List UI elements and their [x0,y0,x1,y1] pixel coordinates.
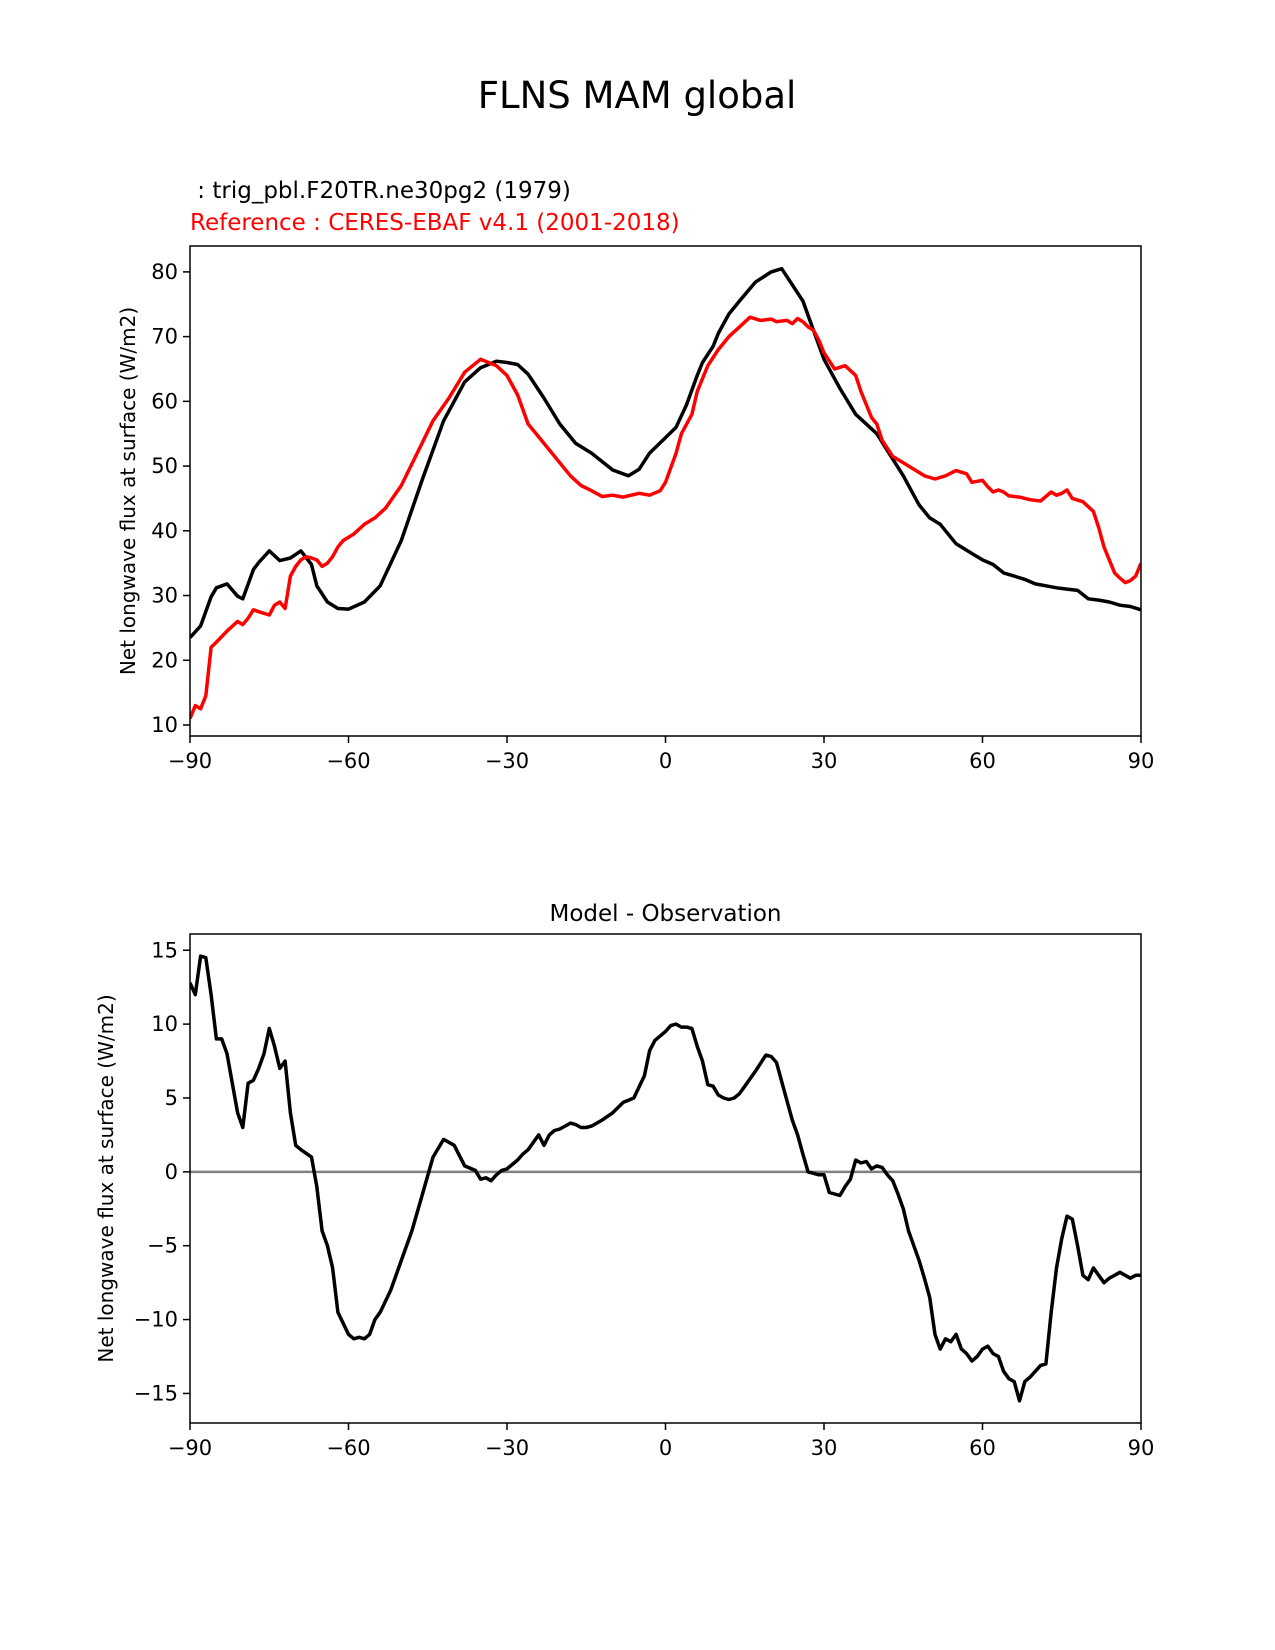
y-tick-label: 50 [151,454,178,478]
x-tick-label: 90 [1128,749,1155,773]
y-tick-label: 30 [151,584,178,608]
legend-reference-label: Reference : CERES-EBAF v4.1 (2001-2018) [190,210,680,236]
y-tick-label: 10 [151,1012,178,1036]
y-tick-label: 10 [151,713,178,737]
x-tick-label: −90 [168,1436,212,1460]
y-tick-label: 15 [151,938,178,962]
y-axis-label: Net longwave flux at surface (W/m2) [94,994,118,1362]
x-tick-label: 0 [659,1436,672,1460]
y-tick-label: −10 [134,1308,178,1332]
y-tick-label: 5 [165,1086,178,1110]
series-line-test [190,266,1141,639]
x-tick-label: 0 [659,749,672,773]
y-tick-label: −5 [147,1234,178,1258]
x-tick-label: −30 [485,749,529,773]
y-tick-label: 70 [151,325,178,349]
series-line-difference [190,954,1141,1403]
top-panel-mean-flux: −90 −60 −30 0 30 60 90 10 20 30 40 50 60 70 80 Net long… [116,245,1155,773]
x-tick-label: 90 [1128,1436,1155,1460]
x-tick-label: −90 [168,749,212,773]
x-tick-label: −60 [326,1436,370,1460]
y-axis-label: Net longwave flux at surface (W/m2) [116,307,140,675]
y-tick-label: 0 [165,1160,178,1184]
x-tick-label: 30 [811,1436,838,1460]
x-tick-label: 60 [969,749,996,773]
bottom-panel-difference: Model - Observation −90 −60 −30 0 30 60 90 15 10 5… [94,901,1154,1460]
legend-test-label: : trig_pbl.F20TR.ne30pg2 (1979) [190,178,571,204]
x-tick-label: 30 [811,749,838,773]
x-tick-label: −30 [485,1436,529,1460]
y-tick-label: 40 [151,519,178,543]
x-tick-label: 60 [969,1436,996,1460]
y-tick-label: 20 [151,648,178,672]
series-line-reference [190,315,1141,720]
y-tick-label: 80 [151,260,178,284]
figure-title: FLNS MAM global [478,74,797,117]
subplot-title: Model - Observation [549,901,781,927]
y-tick-label: −15 [134,1381,178,1405]
x-tick-label: −60 [326,749,370,773]
y-tick-label: 60 [151,389,178,413]
